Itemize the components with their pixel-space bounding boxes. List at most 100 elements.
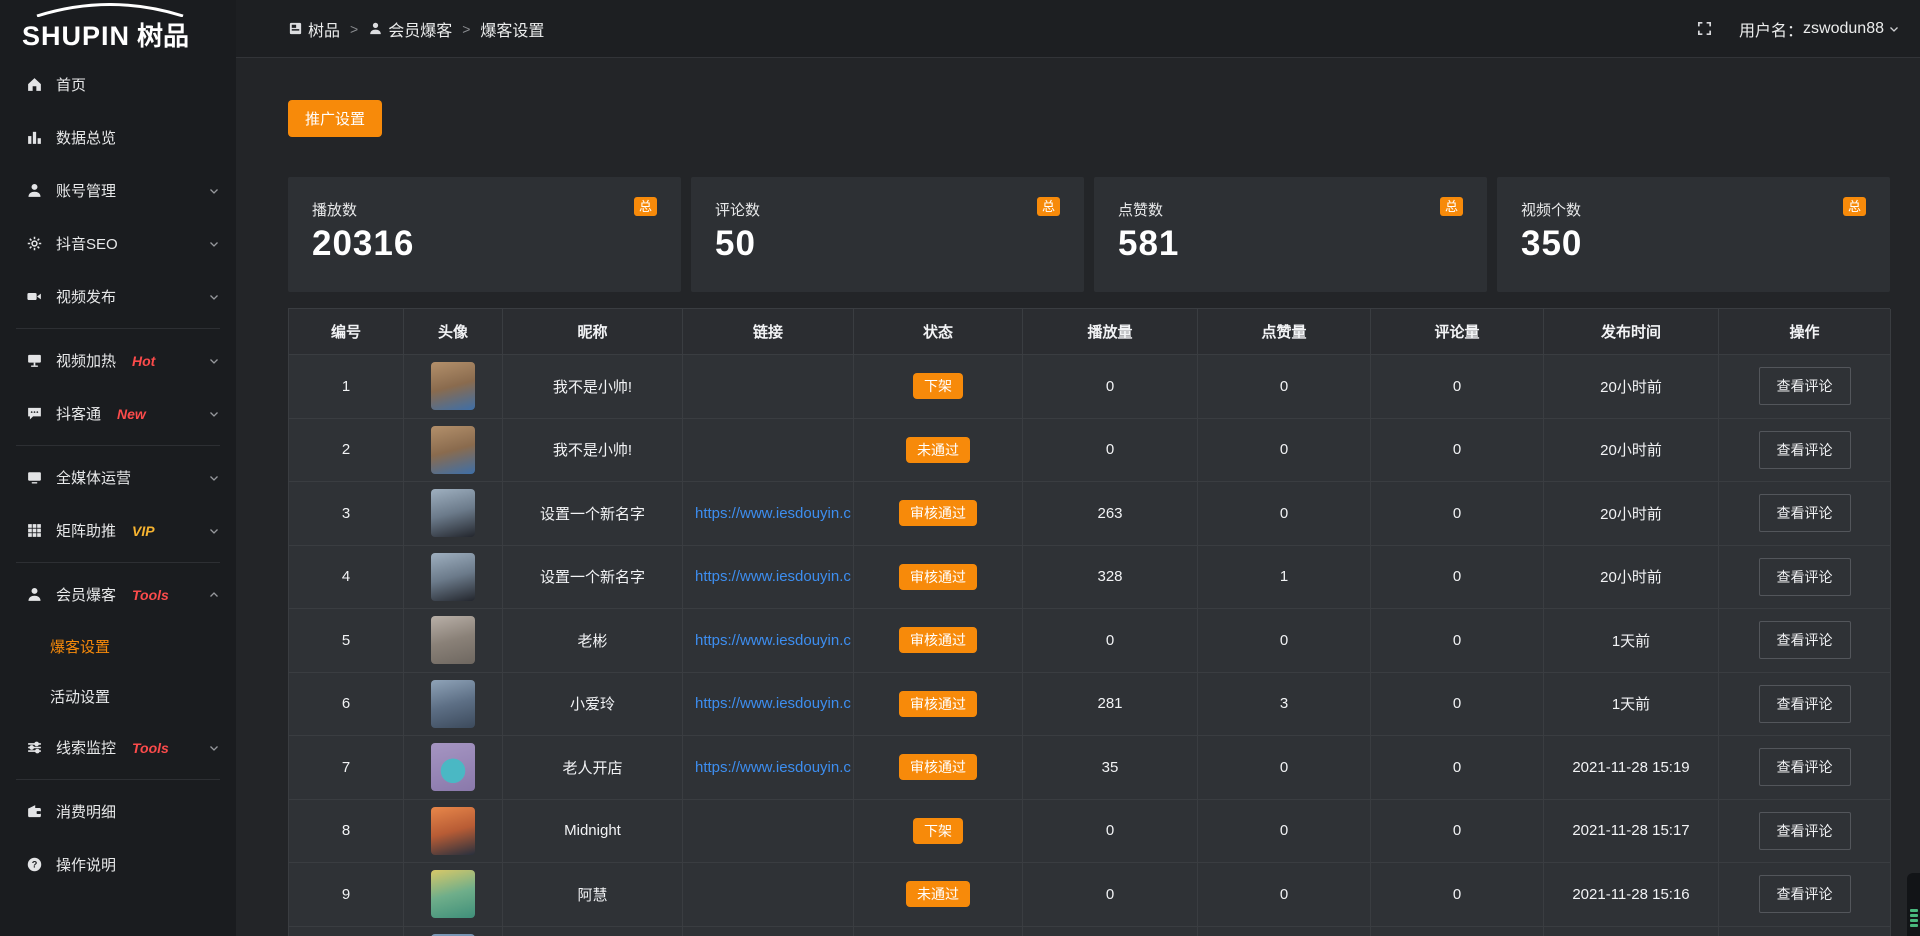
chevron-down-icon bbox=[208, 238, 220, 250]
status-cell: 审核通过 bbox=[854, 609, 1023, 673]
view-comments-button[interactable]: 查看评论 bbox=[1758, 875, 1851, 914]
sidebar-item-consumption-detail[interactable]: 消费明细 bbox=[0, 785, 236, 838]
breadcrumb-item-1[interactable]: 会员爆客 bbox=[368, 17, 452, 41]
action-cell: 查看评论 bbox=[1719, 609, 1891, 673]
stat-card-1: 评论数 总 50 bbox=[691, 177, 1084, 292]
view-comments-button[interactable]: 查看评论 bbox=[1758, 621, 1851, 660]
sidebar-item-account-management[interactable]: 账号管理 bbox=[0, 164, 236, 217]
chevron-down-icon bbox=[208, 742, 220, 754]
likes-count: 0 bbox=[1198, 863, 1371, 927]
breadcrumb-item-2: 爆客设置 bbox=[480, 17, 544, 41]
sidebar-divider bbox=[16, 562, 220, 563]
action-cell: 查看评论 bbox=[1719, 672, 1891, 736]
view-comments-button[interactable]: 查看评论 bbox=[1758, 811, 1851, 850]
link-cell: https://www.iesdouyin.c bbox=[683, 609, 854, 673]
link-cell bbox=[683, 355, 854, 419]
main-pane: 树品 > 会员爆客 > 爆客设置 用户名： zswodun88 推广设置 播放数总 2031… bbox=[236, 0, 1920, 936]
view-comments-button[interactable]: 查看评论 bbox=[1758, 494, 1851, 533]
sidebar-item-media-operation[interactable]: 全媒体运营 bbox=[0, 451, 236, 504]
sidebar-item-doukertong[interactable]: 抖客通 New bbox=[0, 387, 236, 440]
fullscreen-icon[interactable] bbox=[1696, 20, 1713, 37]
stat-card-2: 点赞数 总 581 bbox=[1094, 177, 1487, 292]
avatar bbox=[431, 489, 475, 538]
question-icon: ? bbox=[25, 856, 43, 874]
status-badge: 审核通过 bbox=[899, 563, 977, 590]
avatar-cell bbox=[404, 418, 503, 482]
breadcrumb: 树品 > 会员爆客 > 爆客设置 bbox=[288, 17, 544, 41]
sidebar-divider bbox=[16, 445, 220, 446]
row-number: 3 bbox=[289, 482, 404, 546]
logo-text-cjk: 树品 bbox=[137, 21, 190, 51]
avatar-cell bbox=[404, 736, 503, 800]
stat-label: 评论数 bbox=[715, 202, 761, 219]
chevron-down-icon bbox=[208, 355, 220, 367]
plays-count: 328 bbox=[1023, 545, 1198, 609]
sidebar-item-douyin-seo[interactable]: 抖音SEO bbox=[0, 217, 236, 270]
sidebar-subitem-baoke-settings[interactable]: 爆客设置 bbox=[0, 621, 236, 671]
action-cell: 查看评论 bbox=[1719, 418, 1891, 482]
sidebar-item-tag: Tools bbox=[132, 739, 169, 756]
view-comments-button[interactable]: 查看评论 bbox=[1758, 557, 1851, 596]
action-cell: 查看评论 bbox=[1719, 736, 1891, 800]
status-badge: 下架 bbox=[913, 373, 963, 400]
stat-label: 视频个数 bbox=[1521, 202, 1582, 219]
sidebar-item-operation-guide[interactable]: ? 操作说明 bbox=[0, 838, 236, 891]
avatar bbox=[431, 362, 475, 411]
sidebar-item-matrix-boost[interactable]: 矩阵助推 VIP bbox=[0, 504, 236, 557]
chevron-up-icon bbox=[208, 589, 220, 601]
column-header: 发布时间 bbox=[1544, 309, 1719, 355]
status-cell bbox=[854, 926, 1023, 936]
sidebar-item-member-baoke[interactable]: 会员爆客 Tools bbox=[0, 568, 236, 621]
sidebar-item-label: 视频发布 bbox=[56, 289, 117, 306]
sidebar-item-video-publish[interactable]: 视频发布 bbox=[0, 270, 236, 323]
row-number: 9 bbox=[289, 863, 404, 927]
username: zswodun88 bbox=[1803, 19, 1884, 37]
video-link[interactable]: https://www.iesdouyin.c bbox=[695, 758, 851, 776]
sidebar-item-data-overview[interactable]: 数据总览 bbox=[0, 111, 236, 164]
breadcrumb-separator: > bbox=[462, 20, 471, 37]
video-link[interactable]: https://www.iesdouyin.c bbox=[695, 504, 851, 522]
video-link[interactable]: https://www.iesdouyin.c bbox=[695, 568, 851, 586]
sidebar-item-label: 操作说明 bbox=[56, 857, 117, 874]
sidebar-item-label: 消费明细 bbox=[56, 804, 117, 821]
action-cell: 查看评论 bbox=[1719, 545, 1891, 609]
likes-count: 0 bbox=[1198, 355, 1371, 419]
promo-settings-button[interactable]: 推广设置 bbox=[288, 100, 383, 137]
publish-time bbox=[1544, 926, 1719, 936]
view-comments-button[interactable]: 查看评论 bbox=[1758, 430, 1851, 469]
view-comments-button[interactable]: 查看评论 bbox=[1758, 367, 1851, 406]
video-link[interactable]: https://www.iesdouyin.c bbox=[695, 695, 851, 713]
video-link[interactable]: https://www.iesdouyin.c bbox=[695, 631, 851, 649]
sidebar-item-tag: New bbox=[117, 405, 146, 422]
likes-count: 0 bbox=[1198, 609, 1371, 673]
sidebar-item-video-heating[interactable]: 视频加热 Hot bbox=[0, 334, 236, 387]
user-icon bbox=[368, 21, 383, 36]
action-cell: 查看评论 bbox=[1719, 482, 1891, 546]
total-badge: 总 bbox=[1036, 197, 1060, 216]
column-header: 点赞量 bbox=[1198, 309, 1371, 355]
action-cell bbox=[1719, 926, 1891, 936]
view-comments-button[interactable]: 查看评论 bbox=[1758, 684, 1851, 723]
sidebar-item-clue-monitor[interactable]: 线索监控 Tools bbox=[0, 721, 236, 774]
avatar bbox=[431, 616, 475, 665]
comments-count: 0 bbox=[1371, 672, 1544, 736]
sidebar-subitem-activity-settings[interactable]: 活动设置 bbox=[0, 671, 236, 721]
status-cell: 下架 bbox=[854, 799, 1023, 863]
stat-card-3: 视频个数 总 350 bbox=[1497, 177, 1890, 292]
sidebar-item-home[interactable]: 首页 bbox=[0, 58, 236, 111]
publish-time: 2021-11-28 15:17 bbox=[1544, 799, 1719, 863]
publish-time: 20小时前 bbox=[1544, 355, 1719, 419]
nickname: 老人开店 bbox=[503, 736, 683, 800]
breadcrumb-item-0[interactable]: 树品 bbox=[288, 17, 340, 41]
publish-time: 1天前 bbox=[1544, 609, 1719, 673]
sliders-icon bbox=[25, 739, 43, 757]
user-menu[interactable]: 用户名： zswodun88 bbox=[1739, 17, 1900, 41]
sidebar-divider bbox=[16, 779, 220, 780]
user-icon bbox=[25, 586, 43, 604]
status-badge: 审核通过 bbox=[899, 627, 977, 654]
sidebar-item-label: 数据总览 bbox=[56, 130, 117, 147]
floating-widget[interactable] bbox=[1907, 873, 1920, 936]
videos-table: 编号 头像 昵称 链接 状态 播放量 点赞量 评论量 发布时间 操作 1 我不是小帅! 下架 0 0 0 20小… bbox=[288, 308, 1891, 936]
view-comments-button[interactable]: 查看评论 bbox=[1758, 748, 1851, 787]
status-cell: 未通过 bbox=[854, 863, 1023, 927]
